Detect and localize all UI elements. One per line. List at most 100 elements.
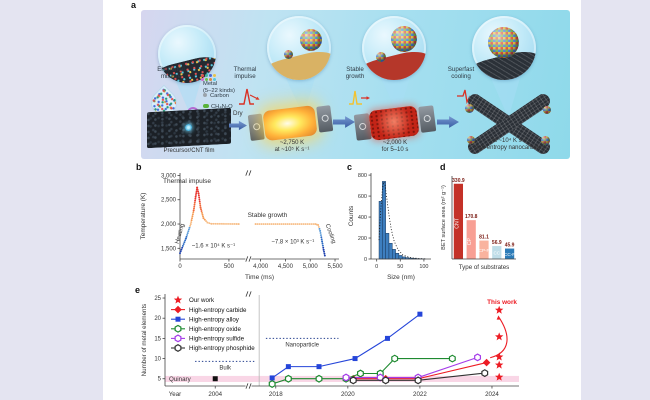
metal-dots-icon	[201, 73, 217, 81]
temperature-curve	[179, 186, 326, 257]
magnifier-bubble-nucleation	[267, 16, 331, 80]
svg-text:Number of metal elements: Number of metal elements	[141, 304, 148, 377]
panel-a-schematic: Elemental mixture Precursor/CNT film Met…	[141, 10, 570, 159]
svg-text:4,500: 4,500	[278, 264, 294, 270]
svg-text:Stable growth: Stable growth	[248, 212, 288, 219]
svg-text:5,000: 5,000	[303, 264, 319, 270]
svg-text:45.9: 45.9	[505, 243, 515, 249]
svg-text:5,500: 5,500	[328, 264, 344, 270]
hotspot	[185, 123, 192, 132]
svg-text:−7.8 × 10³ K s⁻¹: −7.8 × 10³ K s⁻¹	[271, 239, 314, 245]
svg-text:25: 25	[154, 296, 161, 302]
svg-text:800: 800	[358, 173, 367, 179]
final-caption: At ~10⁴ K s⁻¹ high-entropy nanocarbides	[473, 138, 545, 152]
nanoparticle-sphere	[543, 106, 551, 114]
svg-text:Counts: Counts	[348, 205, 355, 226]
series-high-entropy-oxide	[268, 354, 456, 388]
electrode-block	[418, 105, 437, 133]
svg-text:2020: 2020	[341, 391, 355, 398]
svg-text:400: 400	[358, 215, 367, 221]
svg-text:20: 20	[154, 316, 161, 322]
svg-text:0: 0	[178, 264, 182, 270]
svg-text:10: 10	[154, 357, 161, 363]
stage1-label: Elemental mixture	[157, 66, 185, 81]
stage4-label: Superfast cooling	[447, 66, 475, 81]
svg-text:Heating: Heating	[175, 223, 186, 245]
panel-b-temperature-profile: 1,500 2,000 2,500 3,000 0 500 4,000 4,500 5,000 5…	[140, 170, 344, 281]
bolt-icon	[423, 114, 432, 123]
dry-arrow-icon	[229, 120, 247, 131]
red-hot-capsule	[368, 105, 420, 141]
svg-text:2022: 2022	[413, 391, 427, 398]
urea-blob-icon	[203, 104, 209, 109]
nanoparticle-sphere	[541, 136, 550, 145]
svg-text:2,500: 2,500	[161, 198, 177, 204]
svg-text:200: 200	[358, 236, 367, 242]
electrode-block	[316, 105, 334, 133]
svg-text:Temperature (K): Temperature (K)	[140, 193, 147, 240]
svg-text:High-entropy sulfide: High-entropy sulfide	[189, 336, 245, 343]
thermal-impulse-icon	[239, 88, 260, 105]
series-high-entropy-alloy	[269, 311, 423, 381]
bolt-icon	[321, 114, 330, 123]
svg-text:Year: Year	[169, 391, 182, 398]
svg-text:High-entropy oxide: High-entropy oxide	[189, 326, 241, 333]
svg-text:High-entropy carbide: High-entropy carbide	[189, 307, 247, 314]
bar-CC	[492, 246, 502, 259]
nanoparticle-sphere	[391, 26, 417, 52]
svg-text:High-entropy phosphide: High-entropy phosphide	[189, 345, 255, 352]
svg-text:2004: 2004	[208, 391, 222, 398]
svg-text:Bulk: Bulk	[219, 365, 232, 371]
panel-label-b: b	[136, 162, 142, 172]
film-caption: Precursor/CNT film	[163, 148, 215, 154]
nanoparticle-sphere	[284, 50, 293, 59]
bar-CP-F	[479, 240, 489, 259]
panel-label-d: d	[440, 162, 446, 172]
panel-label-a: a	[131, 0, 137, 10]
this-work-arrow	[490, 316, 508, 359]
flow-arrow-icon	[333, 116, 355, 128]
svg-text:100: 100	[419, 264, 428, 270]
svg-text:2,000: 2,000	[161, 222, 177, 228]
svg-text:~1.6 × 10⁴ K s⁻¹: ~1.6 × 10⁴ K s⁻¹	[192, 242, 235, 249]
dry-label: Dry	[233, 110, 243, 117]
legend-urea: CH₄N₂O	[203, 97, 233, 110]
panel-c-size-histogram: 0 200 400 600 800 0 50 100 Size (nm) Counts	[348, 173, 431, 281]
histogram-bars	[378, 181, 426, 260]
svg-text:600: 600	[358, 194, 367, 200]
bar-CC-F	[504, 248, 515, 259]
nanoparticle-sphere	[376, 52, 386, 62]
nanoparticle-sphere	[465, 104, 474, 113]
svg-text:CC: CC	[493, 251, 500, 256]
carbon-dot-icon	[203, 93, 207, 98]
svg-text:BET surface area (m² g⁻¹): BET surface area (m² g⁻¹)	[441, 185, 447, 250]
svg-text:170.8: 170.8	[465, 214, 478, 220]
svg-text:Thermal impulse: Thermal impulse	[163, 178, 211, 185]
svg-text:50: 50	[397, 264, 403, 270]
svg-text:Time (ms): Time (ms)	[245, 274, 274, 281]
bar-CNT	[453, 183, 464, 259]
bar-CP	[466, 220, 476, 259]
svg-text:330.9: 330.9	[452, 178, 465, 184]
svg-text:This work: This work	[487, 299, 517, 306]
svg-text:High-entropy alloy: High-entropy alloy	[189, 316, 240, 323]
legend-metal: Metal (5–22 kinds)	[201, 66, 235, 94]
svg-text:2024: 2024	[485, 391, 499, 398]
series-our-work	[495, 305, 504, 381]
svg-text:3,000: 3,000	[161, 173, 177, 179]
bolt-icon	[358, 122, 367, 131]
nanoparticle-sphere	[467, 136, 475, 144]
svg-text:Our work: Our work	[189, 297, 215, 304]
legend-carbon: Carbon	[203, 86, 229, 99]
magnifier-bubble-product	[472, 16, 536, 80]
svg-text:56.9: 56.9	[492, 240, 502, 246]
panel-label-e: e	[135, 285, 141, 295]
molten-substrate	[267, 46, 331, 80]
svg-text:CP: CP	[467, 237, 473, 245]
nanoparticle-sphere	[488, 27, 519, 58]
svg-text:Type of substrates: Type of substrates	[459, 264, 510, 271]
svg-text:2018: 2018	[269, 391, 283, 398]
svg-text:CP-F: CP-F	[479, 248, 490, 253]
precursor-cnt-film	[147, 107, 231, 149]
